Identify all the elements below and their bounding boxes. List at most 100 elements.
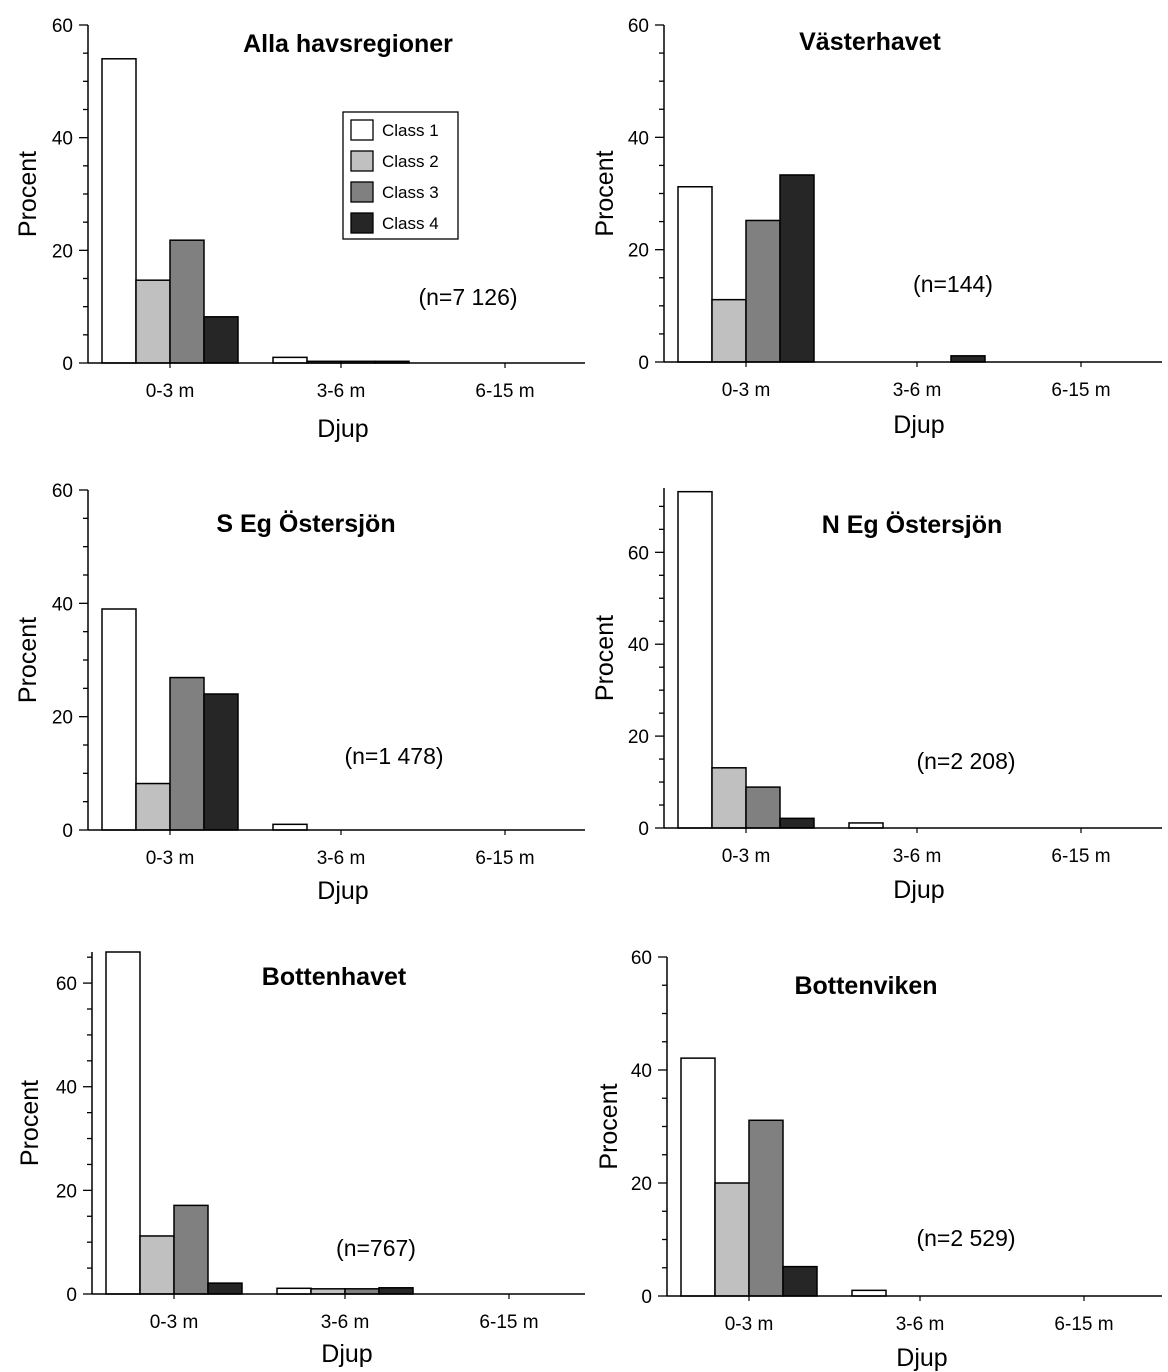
x-tick-label: 6-15 m	[1051, 380, 1110, 401]
x-tick-label: 3-6 m	[321, 1312, 370, 1333]
legend-label: Class 2	[382, 152, 439, 171]
bar	[203, 316, 239, 364]
y-tick-label: 0	[62, 821, 73, 842]
y-tick-label: 60	[631, 948, 652, 969]
x-tick-label: 0-3 m	[722, 380, 771, 401]
bar	[677, 186, 713, 363]
y-tick-label: 20	[52, 241, 73, 262]
sample-size-annotation: (n=767)	[336, 1235, 416, 1261]
x-tick-label: 0-3 m	[150, 1312, 199, 1333]
y-tick-label: 0	[638, 819, 649, 840]
bar	[848, 822, 884, 829]
x-tick-label: 3-6 m	[896, 1314, 945, 1335]
x-tick-label: 0-3 m	[146, 848, 195, 869]
y-tick-label: 20	[56, 1181, 77, 1202]
sample-size-annotation: (n=7 126)	[418, 284, 517, 310]
bar	[851, 1289, 887, 1297]
y-axis-title: Procent	[14, 617, 42, 703]
y-axis-title: Procent	[591, 150, 619, 236]
y-tick-label: 40	[628, 128, 649, 149]
y-tick-label: 0	[62, 354, 73, 375]
bar	[779, 174, 815, 363]
bar	[135, 782, 171, 831]
x-tick-label: 0-3 m	[722, 846, 771, 867]
chart-panel: 0 20 40 60 0-3 m 3-6 m 6-15 m Djup Procent Botten…	[595, 948, 1162, 1372]
x-tick-label: 6-15 m	[1054, 1314, 1113, 1335]
y-tick-label: 0	[66, 1285, 77, 1306]
chart-title: Alla havsregioner	[243, 30, 453, 58]
bar	[272, 823, 308, 831]
x-tick-label: 6-15 m	[475, 848, 534, 869]
y-tick-label: 60	[52, 16, 73, 37]
y-axis-title: Procent	[14, 151, 42, 237]
x-tick-label: 3-6 m	[893, 380, 942, 401]
bar	[711, 767, 747, 829]
legend-swatch	[350, 150, 374, 172]
bar	[101, 608, 137, 831]
bar	[207, 1282, 243, 1295]
sample-size-annotation: (n=1 478)	[344, 743, 443, 769]
y-tick-label: 0	[641, 1287, 652, 1308]
bar	[344, 1288, 380, 1295]
y-tick-label: 60	[52, 481, 73, 502]
chart-panel: 0 20 40 60 0-3 m 3-6 m 6-15 m Djup Procent N Eg Ö…	[591, 488, 1162, 904]
legend-label: Class 3	[382, 183, 439, 202]
y-tick-label: 20	[628, 241, 649, 262]
bar	[782, 1265, 818, 1297]
y-tick-label: 40	[631, 1061, 652, 1082]
legend-swatch	[350, 119, 374, 141]
legend-label: Class 1	[382, 121, 439, 140]
bar	[173, 1204, 209, 1295]
bar	[950, 355, 986, 363]
y-tick-label: 20	[52, 708, 73, 729]
bar	[169, 676, 205, 831]
bar	[677, 490, 713, 829]
chart-title: Bottenhavet	[262, 963, 407, 991]
bar	[139, 1235, 175, 1295]
legend-swatch	[350, 212, 374, 234]
sample-size-annotation: (n=2 529)	[916, 1225, 1015, 1251]
y-tick-label: 60	[628, 543, 649, 564]
x-tick-label: 3-6 m	[893, 846, 942, 867]
y-tick-label: 20	[631, 1174, 652, 1195]
bar	[378, 1287, 414, 1295]
bar	[310, 1288, 346, 1295]
y-axis-title: Procent	[591, 615, 619, 701]
legend-label: Class 4	[382, 214, 439, 233]
sample-size-annotation: (n=144)	[913, 271, 993, 297]
bar	[276, 1287, 312, 1295]
x-tick-label: 3-6 m	[317, 848, 366, 869]
x-axis-title: Djup	[893, 876, 944, 904]
x-axis-title: Djup	[896, 1344, 947, 1372]
chart-panel: 0 20 40 60 0-3 m 3-6 m 6-15 m Djup Procent Alla h…	[14, 16, 585, 443]
y-tick-label: 40	[52, 129, 73, 150]
bar	[272, 356, 308, 364]
x-tick-label: 3-6 m	[317, 381, 366, 402]
chart-title: N Eg Östersjön	[822, 510, 1003, 539]
y-tick-label: 20	[628, 727, 649, 748]
bar	[745, 786, 781, 829]
x-axis-title: Djup	[317, 415, 368, 443]
x-tick-label: 6-15 m	[1051, 846, 1110, 867]
legend: Class 1 Class 2 Class 3 Class 4	[342, 111, 459, 240]
bar	[101, 58, 137, 364]
chart-title: S Eg Östersjön	[216, 509, 395, 538]
y-axis-title: Procent	[16, 1080, 44, 1166]
x-axis-title: Djup	[317, 877, 368, 905]
x-axis-title: Djup	[893, 411, 944, 439]
chart-panel: 0 20 40 60 0-3 m 3-6 m 6-15 m Djup Procent Väster…	[591, 16, 1162, 439]
chart-panel: 0 20 40 60 0-3 m 3-6 m 6-15 m Djup Procent Botten…	[16, 951, 585, 1368]
y-tick-label: 60	[56, 974, 77, 995]
chart-title: Bottenviken	[794, 972, 937, 1000]
x-axis-title: Djup	[321, 1340, 372, 1368]
bar	[105, 951, 141, 1295]
bar	[680, 1057, 716, 1297]
bar	[135, 279, 171, 364]
bar	[745, 219, 781, 363]
y-tick-label: 0	[638, 353, 649, 374]
x-tick-label: 0-3 m	[725, 1314, 774, 1335]
y-axis-title: Procent	[595, 1083, 623, 1169]
x-tick-label: 6-15 m	[475, 381, 534, 402]
bar	[169, 239, 205, 364]
